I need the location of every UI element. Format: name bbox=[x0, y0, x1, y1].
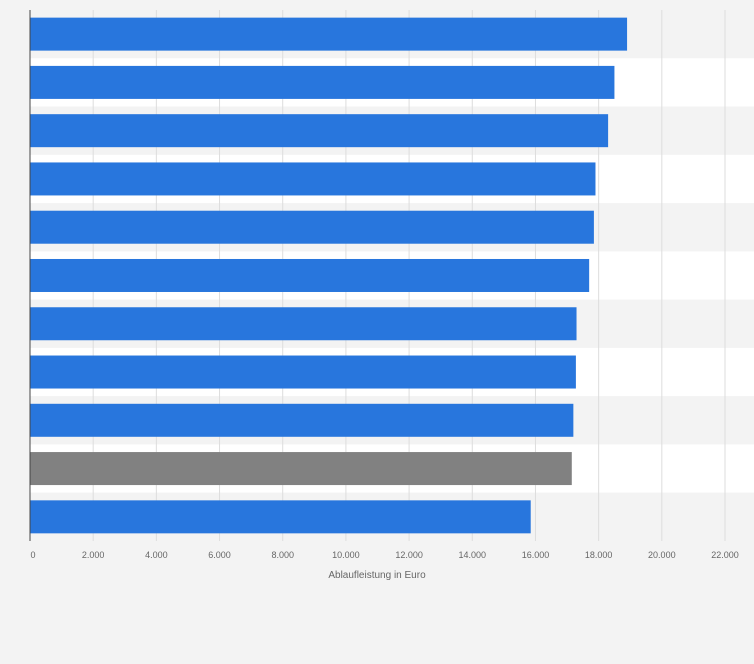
x-tick-label: 0 bbox=[30, 550, 35, 560]
x-tick-label: 6.000 bbox=[208, 550, 231, 560]
x-tick-label: 8.000 bbox=[271, 550, 294, 560]
x-tick-label: 22.000 bbox=[711, 550, 739, 560]
bar[interactable] bbox=[30, 307, 577, 341]
bar[interactable] bbox=[30, 210, 594, 244]
x-axis-label: Ablaufleistung in Euro bbox=[328, 570, 426, 581]
x-tick-label: 2.000 bbox=[82, 550, 105, 560]
bar[interactable] bbox=[30, 114, 609, 148]
x-tick-label: 20.000 bbox=[648, 550, 676, 560]
bar[interactable] bbox=[30, 17, 628, 51]
x-tick-label: 18.000 bbox=[585, 550, 613, 560]
x-tick-label: 14.000 bbox=[459, 550, 487, 560]
x-tick-label: 10.000 bbox=[332, 550, 360, 560]
bar[interactable] bbox=[30, 258, 590, 292]
bar[interactable] bbox=[30, 162, 596, 196]
bars bbox=[30, 17, 628, 534]
x-tick-label: 4.000 bbox=[145, 550, 168, 560]
bar[interactable] bbox=[30, 500, 531, 534]
bar[interactable] bbox=[30, 403, 574, 437]
bar[interactable] bbox=[30, 355, 576, 389]
x-tick-label: 16.000 bbox=[522, 550, 550, 560]
bar[interactable] bbox=[30, 65, 615, 99]
x-tick-labels: 0 2.000 4.000 6.000 8.000 10.000 12.000 14.000 1… bbox=[30, 550, 738, 560]
bar-highlighted[interactable] bbox=[30, 452, 572, 486]
x-tick-label: 12.000 bbox=[395, 550, 423, 560]
